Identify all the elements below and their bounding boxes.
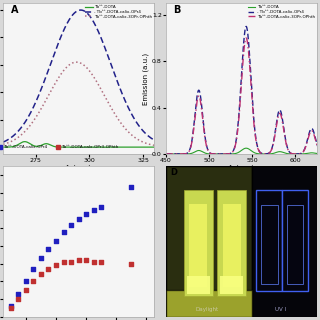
Point: [68, 259, 74, 264]
FancyBboxPatch shape: [187, 276, 210, 294]
FancyBboxPatch shape: [220, 276, 243, 294]
Text: UV l: UV l: [275, 307, 286, 312]
Point: [8, 305, 13, 310]
Point: [91, 208, 96, 213]
FancyBboxPatch shape: [166, 166, 252, 317]
FancyBboxPatch shape: [184, 190, 213, 296]
X-axis label: λ (nm): λ (nm): [229, 164, 254, 173]
Point: [99, 259, 104, 264]
FancyBboxPatch shape: [189, 204, 207, 287]
FancyBboxPatch shape: [282, 190, 308, 291]
Text: Daylight: Daylight: [195, 307, 218, 312]
Point: [76, 258, 81, 263]
Point: [84, 258, 89, 263]
FancyBboxPatch shape: [166, 166, 317, 317]
FancyBboxPatch shape: [252, 166, 317, 317]
Point: [46, 247, 51, 252]
Point: [31, 279, 36, 284]
Text: A: A: [11, 5, 18, 15]
Point: [31, 266, 36, 271]
Point: [61, 259, 66, 264]
FancyBboxPatch shape: [257, 190, 282, 291]
Y-axis label: Emission (a.u.): Emission (a.u.): [143, 52, 149, 105]
Point: [84, 212, 89, 217]
Point: [99, 204, 104, 209]
Point: [23, 279, 28, 284]
Point: [38, 256, 44, 261]
FancyBboxPatch shape: [166, 290, 252, 317]
Point: [38, 272, 44, 277]
Point: [129, 185, 134, 190]
Point: [76, 217, 81, 222]
Point: [16, 297, 21, 302]
X-axis label: λ (nm): λ (nm): [66, 164, 91, 173]
Legend: Tb³⁺-DOTA-calix-OPr4, Tb³⁺-DOTA-calx-OPr3-OPhth: Tb³⁺-DOTA-calix-OPr4, Tb³⁺-DOTA-calx-OPr…: [0, 146, 118, 149]
Point: [16, 291, 21, 296]
Point: [23, 288, 28, 293]
Point: [8, 304, 13, 309]
Text: D: D: [171, 168, 178, 177]
FancyBboxPatch shape: [223, 204, 241, 287]
Point: [61, 229, 66, 234]
FancyBboxPatch shape: [217, 190, 246, 296]
Text: B: B: [173, 5, 181, 15]
Point: [68, 222, 74, 227]
Point: [46, 266, 51, 271]
Legend: Tb³⁺-DOTA, - Tb³⁺-DOTA-calix-OPr4, Tb³⁺-DOTA-calix-3OPr-OPhth: Tb³⁺-DOTA, - Tb³⁺-DOTA-calix-OPr4, Tb³⁺-…: [85, 5, 152, 19]
Point: [129, 261, 134, 266]
Point: [91, 259, 96, 264]
Point: [53, 263, 59, 268]
Point: [53, 238, 59, 243]
Legend: Tb³⁺-DOTA, - Tb³⁺-DOTA-calix-OPr4, Tb³⁺-DOTA-calix-3OPr-OPhth: Tb³⁺-DOTA, - Tb³⁺-DOTA-calix-OPr4, Tb³⁺-…: [248, 5, 315, 19]
